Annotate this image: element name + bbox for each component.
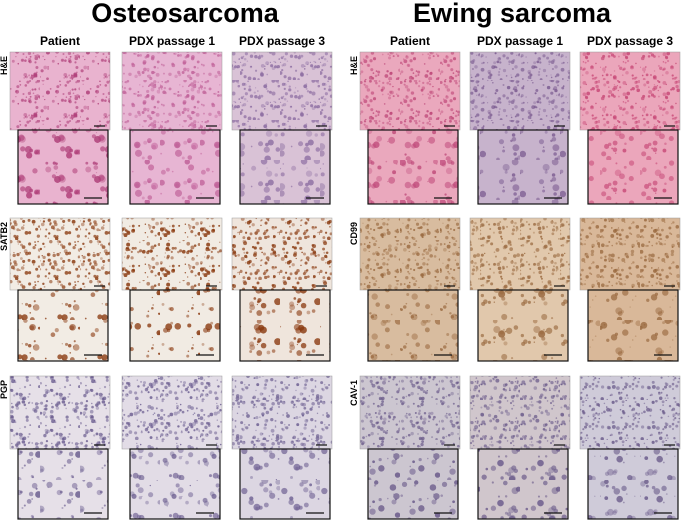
row-label: PGP [0,380,9,399]
row-label: H&E [349,56,359,75]
micrograph [579,375,681,450]
micrograph [9,51,111,131]
micrograph-inset [17,129,109,205]
micrograph-inset [477,448,569,520]
micrograph-inset [367,289,459,362]
row-label: SATB2 [0,222,9,251]
micrograph [579,217,681,291]
micrograph [121,51,223,131]
micrograph-inset [129,448,221,520]
micrograph-inset [17,289,109,362]
micrograph [469,375,571,450]
micrograph [9,375,111,450]
column-header: Patient [40,34,80,48]
micrograph-inset [239,448,331,520]
micrograph-inset [129,289,221,362]
column-header: PDX passage 1 [477,34,563,48]
column-header: PDX passage 3 [239,34,325,48]
micrograph-inset [17,448,109,520]
micrograph [359,375,461,450]
micrograph [121,375,223,450]
column-header: Patient [390,34,430,48]
column-header: PDX passage 1 [129,34,215,48]
micrograph-inset [129,129,221,205]
micrograph-inset [239,129,331,205]
row-label: H&E [0,56,9,75]
column-header: PDX passage 3 [587,34,673,48]
row-label: CAV-1 [349,380,359,406]
micrograph [231,217,333,291]
micrograph-inset [367,129,459,205]
micrograph [579,51,681,131]
micrograph [231,51,333,131]
row-label: CD99 [349,222,359,245]
micrograph [231,375,333,450]
micrograph [469,217,571,291]
micrograph [359,51,461,131]
panel-title: Ewing sarcoma [413,0,612,28]
micrograph-inset [367,448,459,520]
micrograph [359,217,461,291]
micrograph-inset [477,289,569,362]
micrograph-inset [477,129,569,205]
micrograph [469,51,571,131]
micrograph [121,217,223,291]
micrograph-inset [587,448,679,520]
panel-title: Osteosarcoma [91,0,280,28]
micrograph-inset [587,129,679,205]
micrograph-inset [239,289,331,362]
micrograph [9,217,111,291]
micrograph-inset [587,289,679,362]
